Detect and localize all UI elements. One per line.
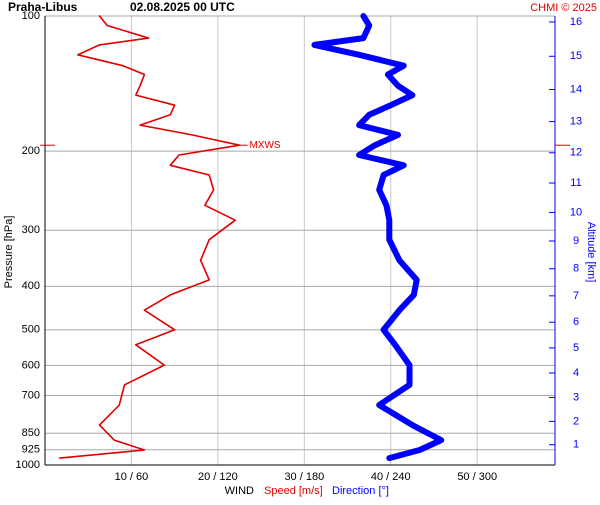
y-tick-label: 925 <box>22 444 40 456</box>
chart-subtitle: 02.08.2025 00 UTC <box>130 0 235 14</box>
legend-direction: Direction [°] <box>332 485 389 497</box>
y-tick-label: 700 <box>22 389 40 401</box>
x-tick-label: 20 / 120 <box>198 471 238 483</box>
legend-speed: Speed [m/s] <box>264 485 323 497</box>
annotation: MXWS <box>249 140 280 151</box>
y2-tick-label: 13 <box>570 116 582 128</box>
y2-tick-label: 5 <box>573 342 579 354</box>
y-tick-label: 500 <box>22 324 40 336</box>
source: CHMI © 2025 <box>530 2 597 14</box>
y-tick-label: 200 <box>22 145 40 157</box>
y2-tick-label: 2 <box>573 415 579 427</box>
y2-tick-label: 9 <box>573 235 579 247</box>
y2-tick-label: 11 <box>570 177 581 189</box>
y2-tick-label: 15 <box>570 50 582 62</box>
x-tick-label: 50 / 300 <box>457 471 497 483</box>
x-tick-label: 10 / 60 <box>115 471 149 483</box>
x-tick-label: 40 / 240 <box>371 471 411 483</box>
y2-tick-label: 3 <box>573 391 579 403</box>
y-tick-label: 100 <box>22 10 40 22</box>
y2-tick-label: 16 <box>570 16 582 28</box>
y2-tick-label: 10 <box>570 206 582 218</box>
y-tick-label: 400 <box>22 280 40 292</box>
y2-tick-label: 14 <box>570 83 582 95</box>
y-tick-label: 1000 <box>16 459 40 471</box>
y2-tick-label: 1 <box>573 439 579 451</box>
y2-tick-label: 8 <box>573 263 579 275</box>
y2-tick-label: 6 <box>573 316 579 328</box>
y-tick-label: 850 <box>22 427 40 439</box>
y2-tick-label: 7 <box>573 290 579 302</box>
y2-tick-label: 4 <box>573 367 579 379</box>
direction-line <box>311 13 445 462</box>
y2-axis-label: Altitude [km] <box>585 222 597 283</box>
y-tick-label: 300 <box>22 224 40 236</box>
y-tick-label: 600 <box>22 359 40 371</box>
speed-line <box>58 15 241 459</box>
chart-title: Praha-Libus <box>8 0 78 14</box>
x-axis-label: WIND <box>225 485 254 497</box>
y-axis-label: Pressure [hPa] <box>3 216 15 289</box>
x-tick-label: 30 / 180 <box>284 471 324 483</box>
y2-tick-label: 12 <box>570 147 582 159</box>
